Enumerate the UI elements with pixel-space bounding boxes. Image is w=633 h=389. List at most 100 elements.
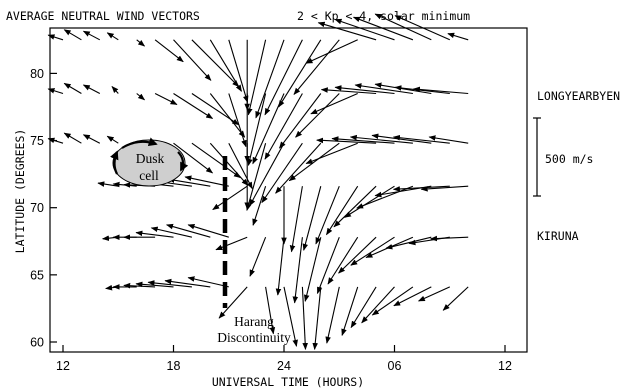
wind-vector [428,135,469,144]
wind-vector [173,93,214,119]
dusk-cell: Dusk cell [110,137,189,187]
wind-vector [283,286,298,347]
wind-vector [173,142,214,174]
wind-vector [442,286,469,311]
wind-vector [247,93,267,166]
wind-vector [252,93,285,165]
x-tick-label: 18 [167,359,181,373]
dusk-cell-label-line1: Dusk [136,151,165,166]
wind-vector [312,286,322,350]
wind-vector [354,83,413,95]
wind-vector [412,86,469,95]
wind-vector [63,29,82,41]
wind-vector [305,142,358,165]
wind-vector [187,276,229,288]
wind-vector [374,13,432,41]
wind-vector [333,185,377,228]
wind-vector [325,286,340,344]
wind-vector [184,175,229,187]
wind-vector-field [47,13,469,350]
wind-vector [352,16,414,41]
y-tick-label: 60 [30,336,44,350]
wind-vector [350,286,377,329]
wind-vector [82,30,101,41]
x-tick-label: 24 [277,359,291,373]
wind-vector [106,32,119,41]
wind-vector [135,230,174,238]
wind-vector [371,286,414,316]
wind-vector [349,134,413,144]
dusk-cell-circulation-right [177,151,189,172]
wind-vector [191,39,240,88]
wind-vector [167,177,211,187]
wind-vector [279,93,322,149]
harang-label-line2: Discontinuity [217,330,291,345]
wind-vector [154,93,178,105]
wind-vector [310,92,358,115]
wind-vector [63,82,82,94]
plot-frame [49,27,528,353]
wind-vector [338,236,377,274]
wind-vector [301,286,308,350]
wind-vector [249,236,267,277]
wind-vector [228,93,247,148]
wind-vector [392,134,450,144]
x-tick-label: 12 [498,359,512,373]
wind-vector [82,84,101,94]
wind-vector [106,135,119,144]
wind-vector [218,286,248,319]
wind-vector [264,39,303,116]
harang-label-line1: Harang [234,314,274,329]
wind-vector [334,85,395,95]
wind-vector [154,39,184,63]
wind-vector [249,142,285,207]
dusk-cell-circulation-top [121,137,158,149]
x-axis-label: UNIVERSAL TIME (HOURS) [212,375,364,389]
wind-vector [356,185,414,209]
wind-vector [164,278,211,288]
wind-vector [275,142,322,194]
wind-vector [209,39,242,92]
wind-vector [289,186,303,253]
wind-vector [302,186,322,251]
wind-vector [47,137,64,144]
wind-vector [420,185,469,192]
y-axis: 60 65 70 75 80 [30,67,57,350]
wind-vector [374,82,432,95]
dusk-cell-circulation-left [110,150,119,175]
wind-vector [47,34,64,41]
wind-vector [166,223,211,238]
wind-vector [305,39,358,64]
wind-vector [215,236,248,251]
wind-vector [135,281,174,288]
wind-vector [191,142,241,179]
wind-vector [393,286,432,307]
wind-vector [293,39,340,95]
wind-vector [255,39,285,119]
wind-vector [136,93,146,101]
wind-vector [344,185,395,218]
wind-vector [111,85,119,94]
y-tick-label: 65 [30,268,44,282]
y-tick-label: 70 [30,201,44,215]
wind-vector [288,142,340,182]
scale-bar: 500 m/s [533,117,593,197]
y-tick-label: 80 [30,67,44,81]
wind-vector [63,132,82,144]
wind-vector [316,137,377,144]
wind-vector [82,134,101,144]
wind-vector [261,142,303,204]
chart-subtitle: 2 < Kp < 4, solar minimum [297,9,470,23]
x-tick-label: 06 [388,359,402,373]
x-tick-label: 12 [56,359,70,373]
wind-vector [371,133,432,144]
dusk-cell-label-line2: cell [139,168,159,183]
wind-vector [326,185,359,236]
wind-vector [252,186,267,226]
wind-vector [315,185,340,245]
wind-vector [209,142,249,186]
wind-vector [173,39,212,81]
wind-vector [417,286,451,302]
x-axis: 12 18 24 06 12 [56,345,512,373]
